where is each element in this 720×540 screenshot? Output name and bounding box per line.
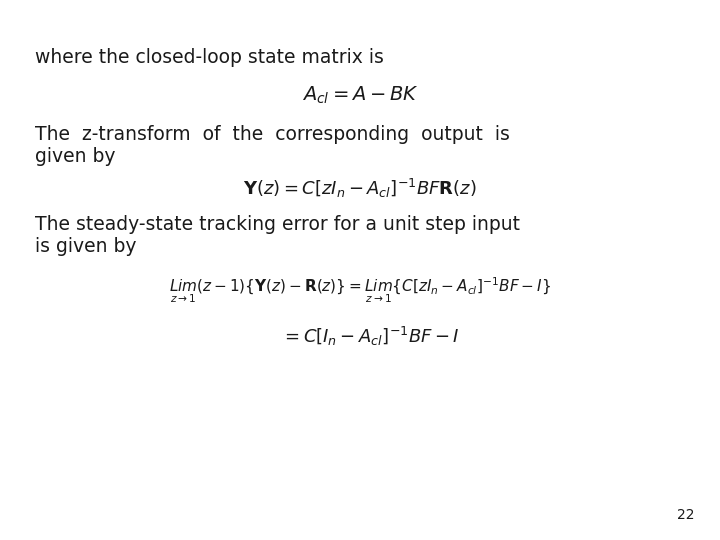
Text: given by: given by bbox=[35, 147, 115, 166]
Text: The steady-state tracking error for a unit step input: The steady-state tracking error for a un… bbox=[35, 215, 520, 234]
Text: $\mathbf{Y}(z) = C\left[zI_n - A_{cl}\right]^{-1}BF\mathbf{R}(z)$: $\mathbf{Y}(z) = C\left[zI_n - A_{cl}\ri… bbox=[243, 177, 477, 200]
Text: $= C\left[I_n - A_{cl}\right]^{-1}BF - I$: $= C\left[I_n - A_{cl}\right]^{-1}BF - I… bbox=[281, 325, 459, 348]
Text: The  z-transform  of  the  corresponding  output  is: The z-transform of the corresponding out… bbox=[35, 125, 510, 144]
Text: is given by: is given by bbox=[35, 237, 137, 256]
Text: $\underset{z \to 1}{\mathit{Lim}}(z-1)\{\mathbf{Y}(z) - \mathbf{R}(z)\} = \under: $\underset{z \to 1}{\mathit{Lim}}(z-1)\{… bbox=[169, 275, 551, 305]
Text: where the closed-loop state matrix is: where the closed-loop state matrix is bbox=[35, 48, 384, 67]
Text: 22: 22 bbox=[678, 508, 695, 522]
Text: $A_{cl} = A - BK$: $A_{cl} = A - BK$ bbox=[302, 85, 418, 106]
